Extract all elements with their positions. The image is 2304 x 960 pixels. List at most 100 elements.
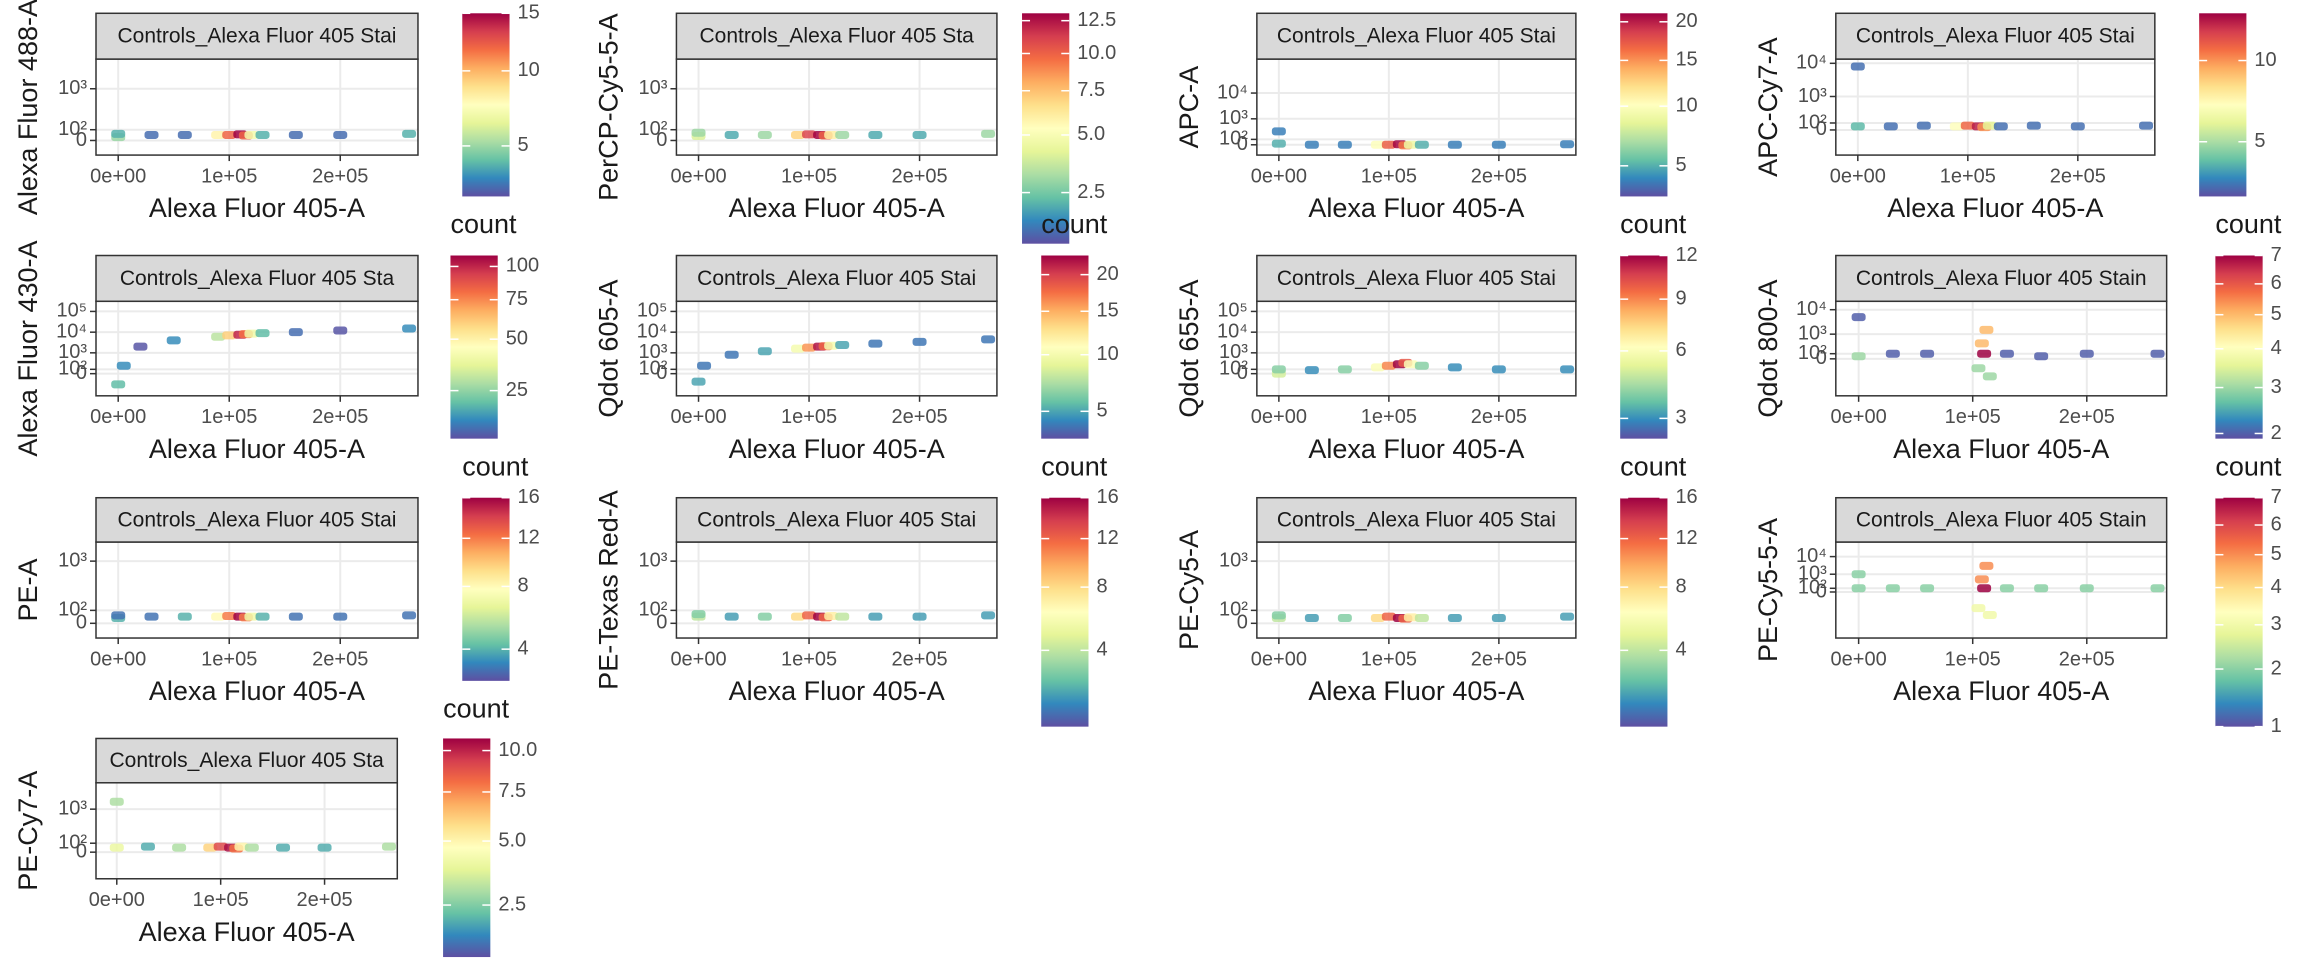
hex-bin <box>222 331 237 340</box>
x-tick-label: 2e+05 <box>2050 165 2106 187</box>
hex-bin <box>1370 363 1385 372</box>
x-tick-label: 2e+05 <box>1471 165 1527 187</box>
hex-bin <box>790 612 805 621</box>
colorbar <box>2199 13 2247 197</box>
hex-bin <box>1304 366 1319 375</box>
x-tick-label: 0e+00 <box>90 648 146 670</box>
hex-bin <box>1414 140 1429 149</box>
x-axis-title: Alexa Fluor 405-A <box>139 917 355 947</box>
colorbar-tick-label: 6 <box>1675 339 1686 361</box>
colorbar-tick-label: 5 <box>1675 154 1686 176</box>
hex-bin <box>1403 613 1418 622</box>
hex-bin <box>2034 584 2049 593</box>
colorbar-tick-label: 10.0 <box>1077 42 1116 64</box>
hex-bin <box>1271 139 1286 148</box>
strip-text: Controls_Alexa Fluor 405 Stai <box>697 267 976 290</box>
hex-bin <box>824 130 839 139</box>
y-tick-label: 10³ <box>58 77 87 99</box>
colorbar-tick-label: 7 <box>2271 486 2282 508</box>
x-tick-label: 1e+05 <box>781 648 837 670</box>
panel: Controls_Alexa Fluor 405 Stain 0e+00 1e+05… <box>1753 209 2282 464</box>
hex-bin <box>222 612 237 621</box>
colorbar-tick-label: 6 <box>2271 513 2282 535</box>
x-tick-label: 2e+05 <box>1471 406 1527 428</box>
hex-bin <box>288 612 303 621</box>
hex-bin <box>244 130 259 139</box>
y-tick-label: 0 <box>76 362 87 384</box>
hex-bin <box>1960 121 1975 130</box>
hex-bin <box>1979 561 1994 570</box>
strip <box>675 12 998 60</box>
colorbar-tick-label: 3 <box>2271 376 2282 398</box>
x-tick-label: 0e+00 <box>670 648 726 670</box>
colorbar-tick-label: 7.5 <box>498 780 526 802</box>
hex-bin <box>697 361 712 370</box>
hex-bin <box>144 130 159 139</box>
y-axis-title: PerCP-Cy5-5-A <box>594 13 624 201</box>
colorbar <box>1041 255 1089 439</box>
hex-bin <box>1304 140 1319 149</box>
y-tick-label: 10⁴ <box>1217 81 1248 103</box>
y-tick-label: 10² <box>1798 342 1827 364</box>
colorbar-tick-label: 3 <box>1675 407 1686 429</box>
x-tick-label: 2e+05 <box>891 406 947 428</box>
x-tick-label: 1e+05 <box>201 406 257 428</box>
colorbar <box>2215 255 2263 439</box>
colorbar-tick-label: 10.0 <box>498 739 537 761</box>
hex-bin <box>1370 140 1385 149</box>
hex-bin <box>1920 349 1935 358</box>
hex-bin <box>2034 352 2049 361</box>
hex-bin <box>691 377 706 386</box>
hex-bin <box>912 612 927 621</box>
colorbar-tick-label: 8 <box>1675 575 1686 597</box>
colorbar-tick-label: 8 <box>518 575 529 597</box>
hex-bin <box>2139 121 2154 130</box>
hex-bin <box>1982 372 1997 381</box>
y-axis-title: APC-Cy7-A <box>1753 37 1783 177</box>
colorbar-tick-label: 2 <box>2271 422 2282 444</box>
hex-bin <box>1885 349 1900 358</box>
hex-bin <box>912 337 927 346</box>
plot-background <box>96 59 418 156</box>
hex-bin <box>1982 121 1997 130</box>
x-tick-label: 2e+05 <box>2059 648 2115 670</box>
y-tick-label: 0 <box>1816 580 1827 602</box>
hex-bin <box>1271 611 1286 620</box>
hex-bin <box>244 843 259 852</box>
y-tick-label: 10³ <box>58 549 87 571</box>
hex-bin <box>1851 313 1866 322</box>
hex-bin <box>1949 122 1964 131</box>
y-tick-label: 0 <box>656 129 667 151</box>
colorbar-tick-label: 9 <box>1675 287 1686 309</box>
colorbar-tick-label: 20 <box>1096 263 1118 285</box>
x-tick-label: 1e+05 <box>1361 648 1417 670</box>
colorbar-tick-label: 4 <box>2271 576 2282 598</box>
y-tick-label: 10² <box>58 599 87 621</box>
strip-text: Controls_Alexa Fluor 405 Stai <box>1277 508 1556 531</box>
hex-bin <box>802 130 817 139</box>
y-tick-label: 0 <box>76 612 87 634</box>
hex-bin <box>1993 122 2008 131</box>
x-tick-label: 2e+05 <box>891 648 947 670</box>
colorbar-title: count <box>1620 209 1687 239</box>
hex-bin <box>724 612 739 621</box>
colorbar-tick-label: 10 <box>2254 49 2276 71</box>
colorbar-title: count <box>450 209 517 239</box>
hex-bin <box>1979 325 1994 334</box>
strip-text: Controls_Alexa Fluor 405 Stai <box>1277 267 1556 290</box>
hex-bin <box>1381 140 1396 149</box>
y-tick-label: 10⁴ <box>1217 320 1248 342</box>
y-tick-label: 10³ <box>1219 107 1248 129</box>
hex-bin <box>1851 352 1866 361</box>
y-tick-label: 10² <box>58 831 87 853</box>
hex-bin <box>288 328 303 337</box>
strip-text: Controls_Alexa Fluor 405 Stain <box>1856 267 2147 290</box>
hex-bin <box>1447 613 1462 622</box>
x-tick-label: 0e+00 <box>670 165 726 187</box>
hex-bin <box>276 843 291 852</box>
hex-bin <box>402 129 417 138</box>
y-axis-title: PE-A <box>13 559 43 622</box>
y-tick-label: 10⁴ <box>1796 545 1827 567</box>
x-axis-title: Alexa Fluor 405-A <box>1893 676 2109 706</box>
